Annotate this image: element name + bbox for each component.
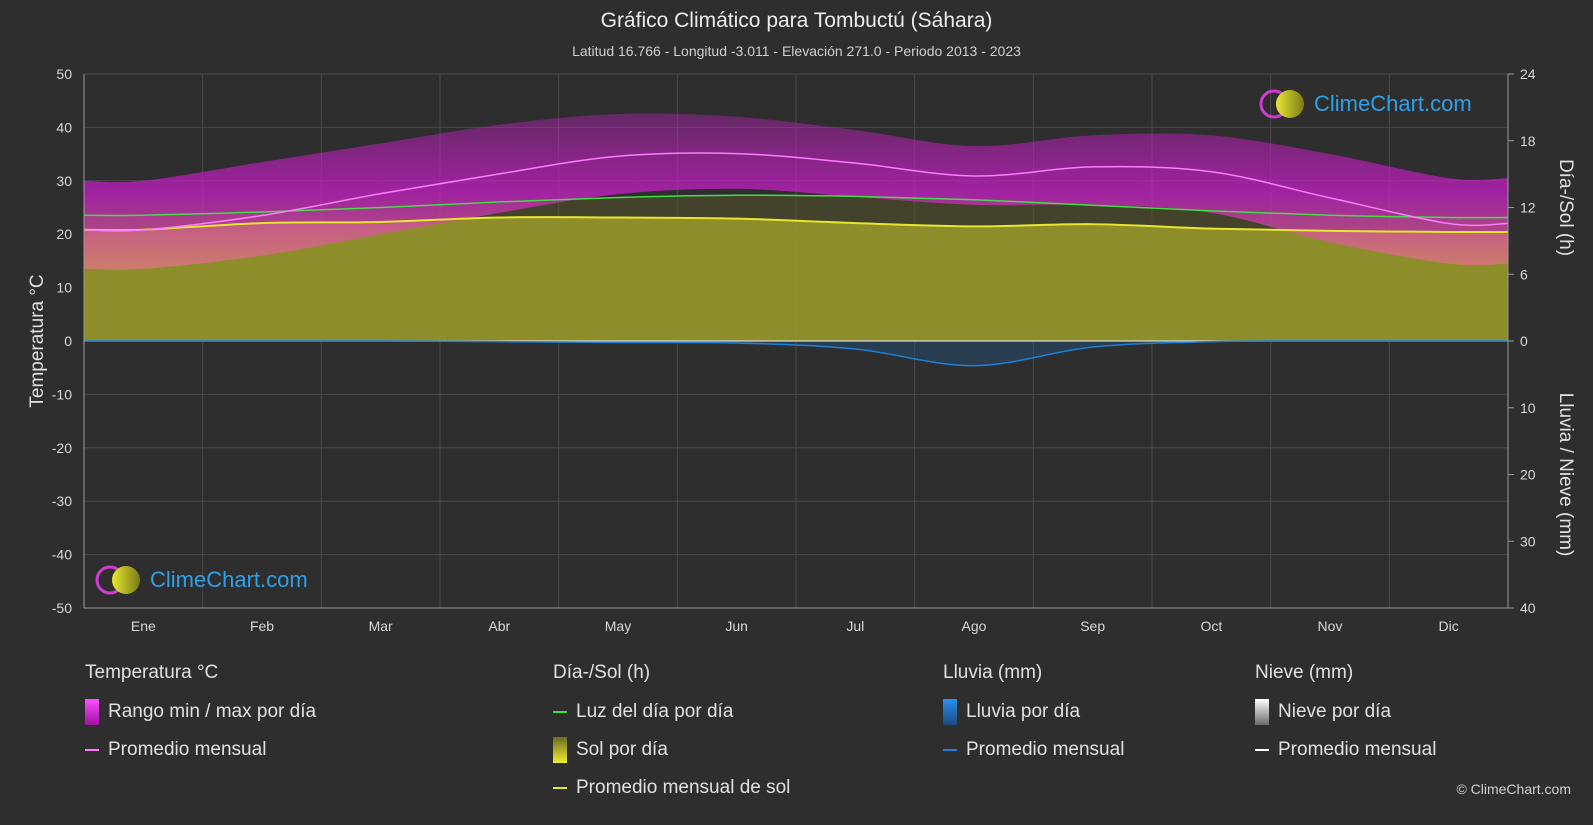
legend-item: Promedio mensual <box>943 738 1124 762</box>
logo-text: ClimeChart.com <box>150 567 308 592</box>
month-label: Jul <box>846 618 864 634</box>
legend-swatch <box>553 787 567 789</box>
left-tick-label: 50 <box>56 66 72 82</box>
left-tick-label: -10 <box>52 386 72 402</box>
legend-temperature: Temperatura °C Rango min / max por día P… <box>85 662 316 762</box>
right-top-tick-label: 18 <box>1520 133 1536 149</box>
month-label: May <box>605 618 631 634</box>
legend-title: Temperatura °C <box>85 662 219 683</box>
left-axis-title: Temperatura °C <box>27 274 48 407</box>
legend-title: Nieve (mm) <box>1255 662 1354 683</box>
logo-text: ClimeChart.com <box>1314 91 1472 116</box>
right-top-tick-label: 0 <box>1520 333 1528 349</box>
legend-swatch <box>943 699 957 725</box>
month-label: Feb <box>250 618 274 634</box>
legend-snow: Nieve (mm) Nieve por día Promedio mensua… <box>1255 662 1436 762</box>
temperature-avg-line <box>83 152 1509 232</box>
legend-swatch <box>1255 749 1269 751</box>
temperature-range-area <box>84 113 1508 270</box>
sunshine-avg-line <box>83 216 1509 234</box>
chart-title: Gráfico Climático para Tombuctú (Sáhara) <box>600 9 993 32</box>
legend-swatch <box>85 699 99 725</box>
legend-swatch <box>1255 699 1269 725</box>
legend-sun: Día-/Sol (h) Luz del día por día Sol por… <box>553 662 790 800</box>
legend-swatch <box>85 749 99 751</box>
left-tick-label: -40 <box>52 547 72 563</box>
left-tick-label: -30 <box>52 493 72 509</box>
month-label: Oct <box>1200 618 1222 634</box>
month-label: Abr <box>488 618 510 634</box>
right-top-axis-title: Día-/Sol (h) <box>1555 159 1576 256</box>
month-label: Sep <box>1080 618 1105 634</box>
legend-item: Luz del día por día <box>553 700 790 724</box>
legend-label: Nieve por día <box>1278 701 1392 722</box>
legend-item: Sol por día <box>553 737 790 763</box>
axes: 50 40 30 20 10 0 -10 -20 -30 -40 -50 24 18 12 6 0 10 20 30… <box>27 66 1576 634</box>
rain-avg-line <box>83 340 1508 367</box>
legend-item: Promedio mensual <box>1255 738 1436 762</box>
legend-label: Lluvia por día <box>966 701 1081 722</box>
left-tick-label: 20 <box>56 226 72 242</box>
month-label: Jun <box>725 618 748 634</box>
month-label: Nov <box>1318 618 1343 634</box>
month-label: Dic <box>1439 618 1459 634</box>
chart-subtitle: Latitud 16.766 - Longitud -3.011 - Eleva… <box>572 43 1021 59</box>
sunshine-area <box>84 195 1508 341</box>
left-tick-label: 40 <box>56 119 72 135</box>
month-label: Mar <box>369 618 393 634</box>
logo-top[interactable]: ClimeChart.com <box>1258 88 1472 120</box>
legend-label: Rango min / max por día <box>108 701 317 722</box>
legend-title: Lluvia (mm) <box>943 662 1043 683</box>
legend-item: Promedio mensual <box>85 738 316 762</box>
legend-swatch <box>553 737 567 763</box>
month-label: Ene <box>131 618 156 634</box>
legend-label: Promedio mensual <box>108 739 267 760</box>
legend-swatch <box>553 711 567 713</box>
legend-title: Día-/Sol (h) <box>553 662 651 683</box>
daylight-line <box>83 194 1509 219</box>
logo-bottom[interactable]: ClimeChart.com <box>94 564 308 596</box>
series-lines <box>83 152 1509 367</box>
legend-label: Promedio mensual <box>1278 739 1437 760</box>
logo-icon <box>1259 89 1304 119</box>
left-tick-label: -20 <box>52 440 72 456</box>
climate-chart: 50 40 30 20 10 0 -10 -20 -30 -40 -50 24 18 12 6 0 10 20 30… <box>27 66 1576 634</box>
month-label: Ago <box>962 618 987 634</box>
left-tick-label: 10 <box>56 280 72 296</box>
legend-swatch <box>943 749 957 751</box>
legend-item: Lluvia por día <box>943 699 1124 725</box>
left-tick-label: -50 <box>52 600 72 616</box>
right-bottom-tick-label: 40 <box>1520 600 1536 616</box>
legend-label: Promedio mensual <box>966 739 1125 760</box>
legend-label: Sol por día <box>576 739 668 760</box>
right-top-tick-label: 12 <box>1520 200 1536 216</box>
temperature-range-band <box>84 113 1508 270</box>
left-tick-label: 30 <box>56 173 72 189</box>
left-tick-label: 0 <box>64 333 72 349</box>
legend-item: Nieve por día <box>1255 699 1436 725</box>
sunshine-fill <box>84 217 1508 341</box>
right-top-tick-label: 24 <box>1520 66 1536 82</box>
legend-label: Luz del día por día <box>576 701 734 722</box>
legend-rain: Lluvia (mm) Lluvia por día Promedio mens… <box>943 662 1124 762</box>
copyright: © ClimeChart.com <box>1456 781 1571 797</box>
right-bottom-tick-label: 30 <box>1520 533 1536 549</box>
legend-item: Rango min / max por día <box>85 699 317 725</box>
legend-label: Promedio mensual de sol <box>576 777 791 798</box>
right-bottom-tick-label: 10 <box>1520 400 1536 416</box>
right-bottom-tick-label: 20 <box>1520 467 1536 483</box>
legend-item: Promedio mensual de sol <box>553 776 790 800</box>
right-bottom-axis-title: Lluvia / Nieve (mm) <box>1555 393 1576 557</box>
logo-icon <box>95 565 140 595</box>
right-top-tick-label: 6 <box>1520 266 1528 282</box>
